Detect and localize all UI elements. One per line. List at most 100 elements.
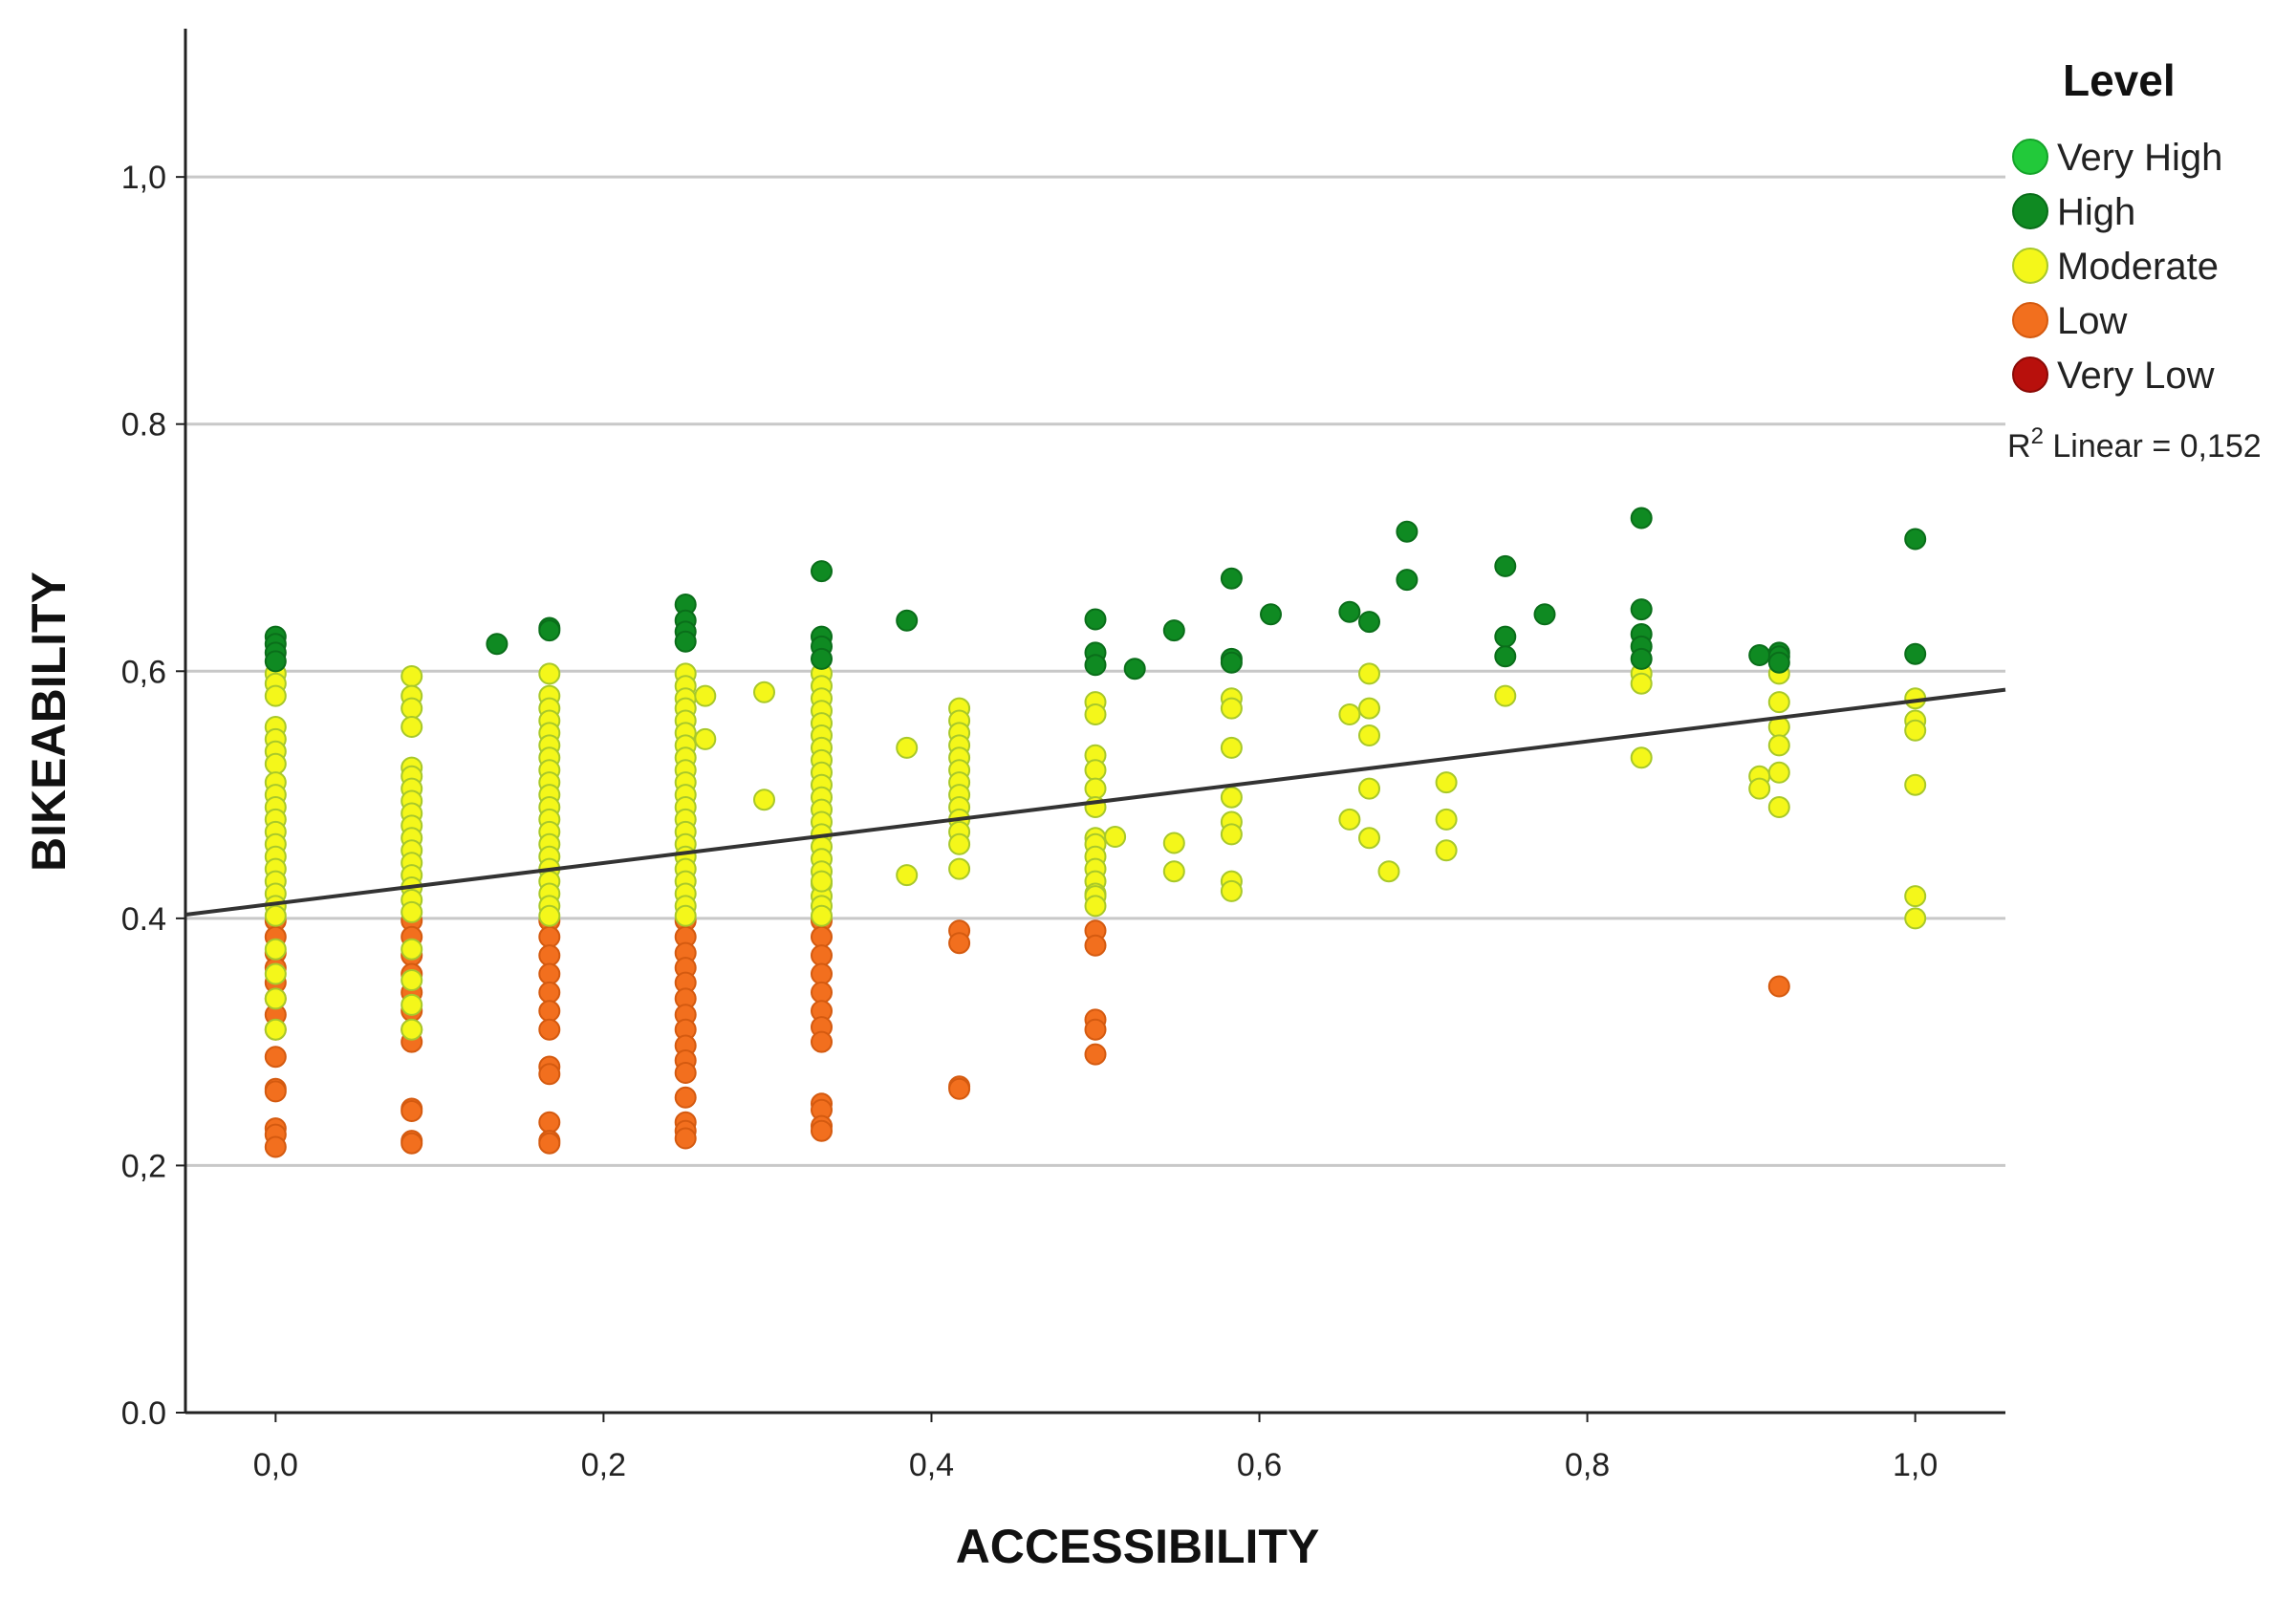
- data-point-moderate: [1084, 777, 1107, 800]
- y-ticks: 0.0 0,2 0.4 0,6 0.8 1,0: [121, 160, 185, 1432]
- data-point-low: [811, 944, 833, 967]
- data-point-moderate: [264, 987, 287, 1010]
- data-point-moderate: [948, 832, 971, 855]
- data-point-moderate: [1435, 808, 1458, 831]
- legend-label: Low: [2057, 300, 2127, 342]
- data-point-moderate: [896, 736, 919, 759]
- data-point-moderate: [1338, 808, 1361, 831]
- data-point-high: [1767, 651, 1790, 674]
- legend-label: Very High: [2057, 137, 2222, 179]
- data-point-high: [1494, 554, 1517, 577]
- data-point-moderate: [1435, 771, 1458, 794]
- data-point-high: [486, 633, 509, 656]
- x-tick-label: 0,2: [581, 1447, 626, 1483]
- data-point-low: [811, 925, 833, 948]
- data-point-moderate: [1162, 860, 1185, 883]
- y-tick-label: 0.8: [121, 407, 166, 443]
- data-point-moderate: [264, 684, 287, 707]
- data-point-moderate: [264, 752, 287, 775]
- fit-line-layer: [184, 687, 2006, 917]
- legend-marker-moderate: [2012, 248, 2048, 284]
- data-point-moderate: [1494, 684, 1517, 707]
- data-point-low: [538, 1000, 561, 1023]
- y-tick-label: 0,6: [121, 654, 166, 690]
- legend-label: Moderate: [2057, 246, 2219, 288]
- data-point-high: [1084, 654, 1107, 677]
- data-point-low: [1084, 934, 1107, 957]
- legend-label: High: [2057, 191, 2135, 233]
- data-point-high: [1220, 567, 1243, 590]
- r2-label-sup: 2: [2031, 423, 2044, 449]
- data-point-moderate: [1904, 907, 1927, 930]
- data-point-high: [1904, 642, 1927, 665]
- data-point-moderate: [694, 727, 717, 750]
- data-point-moderate: [264, 962, 287, 985]
- x-tick-label: 0,8: [1565, 1447, 1610, 1483]
- data-point-high: [674, 630, 697, 653]
- data-point-moderate: [1358, 827, 1380, 850]
- r2-label-prefix: R: [2007, 428, 2031, 465]
- data-point-moderate: [753, 789, 775, 811]
- data-point-low: [401, 1132, 423, 1155]
- data-point-high: [1630, 507, 1653, 529]
- legend: Level Very High High Moderate Low Very Low R…: [2007, 55, 2262, 465]
- data-point-high: [1630, 647, 1653, 670]
- data-point-moderate: [1084, 895, 1107, 918]
- data-point-moderate: [674, 904, 697, 927]
- x-ticks: 0,0 0,2 0,4 0,6 0,8 1,0: [253, 1413, 1938, 1483]
- legend-title: Level: [2063, 55, 2176, 105]
- data-point-moderate: [264, 1018, 287, 1041]
- data-point-moderate: [1220, 786, 1243, 809]
- fit-line: [184, 687, 2006, 917]
- data-point-moderate: [1084, 759, 1107, 782]
- data-point-low: [674, 1062, 697, 1084]
- data-point-moderate: [1630, 746, 1653, 769]
- data-point-moderate: [1767, 796, 1790, 818]
- data-point-low: [538, 962, 561, 985]
- data-point-moderate: [1220, 736, 1243, 759]
- data-point-high: [1358, 611, 1380, 634]
- data-points: [264, 507, 1927, 1158]
- data-point-moderate: [401, 665, 423, 687]
- data-point-high: [1904, 528, 1927, 551]
- data-point-moderate: [694, 684, 717, 707]
- data-point-moderate: [1630, 672, 1653, 695]
- legend-marker-very-low: [2012, 357, 2048, 393]
- data-point-high: [1084, 608, 1107, 631]
- data-point-high: [1220, 651, 1243, 674]
- data-point-low: [1767, 975, 1790, 998]
- data-point-moderate: [1358, 697, 1380, 720]
- data-point-moderate: [1904, 719, 1927, 742]
- data-point-moderate: [811, 870, 833, 893]
- legend-marker-low: [2012, 302, 2048, 338]
- legend-marker-high: [2012, 193, 2048, 229]
- r2-label-suffix: Linear = 0,152: [2044, 428, 2262, 465]
- data-point-moderate: [1767, 691, 1790, 714]
- x-tick-label: 0,6: [1237, 1447, 1282, 1483]
- data-point-moderate: [1162, 832, 1185, 854]
- data-point-low: [538, 1063, 561, 1086]
- data-point-moderate: [264, 938, 287, 961]
- data-point-moderate: [1358, 777, 1380, 800]
- data-point-high: [1396, 569, 1419, 592]
- data-point-high: [1396, 520, 1419, 543]
- data-point-moderate: [896, 864, 919, 887]
- data-point-low: [264, 1080, 287, 1103]
- data-point-high: [1748, 644, 1771, 666]
- y-tick-label: 1,0: [121, 160, 166, 196]
- legend-marker-very-high: [2012, 139, 2048, 175]
- data-point-low: [811, 962, 833, 985]
- x-tick-label: 0,0: [253, 1447, 298, 1483]
- data-point-high: [1338, 600, 1361, 623]
- data-point-low: [401, 1100, 423, 1122]
- data-point-low: [264, 1046, 287, 1069]
- data-point-moderate: [811, 904, 833, 927]
- data-point-low: [811, 1030, 833, 1053]
- data-point-moderate: [1084, 703, 1107, 725]
- data-point-high: [264, 650, 287, 673]
- data-point-moderate: [401, 697, 423, 720]
- x-tick-label: 1,0: [1893, 1447, 1938, 1483]
- axes: [184, 29, 2005, 1415]
- data-point-high: [1123, 658, 1146, 681]
